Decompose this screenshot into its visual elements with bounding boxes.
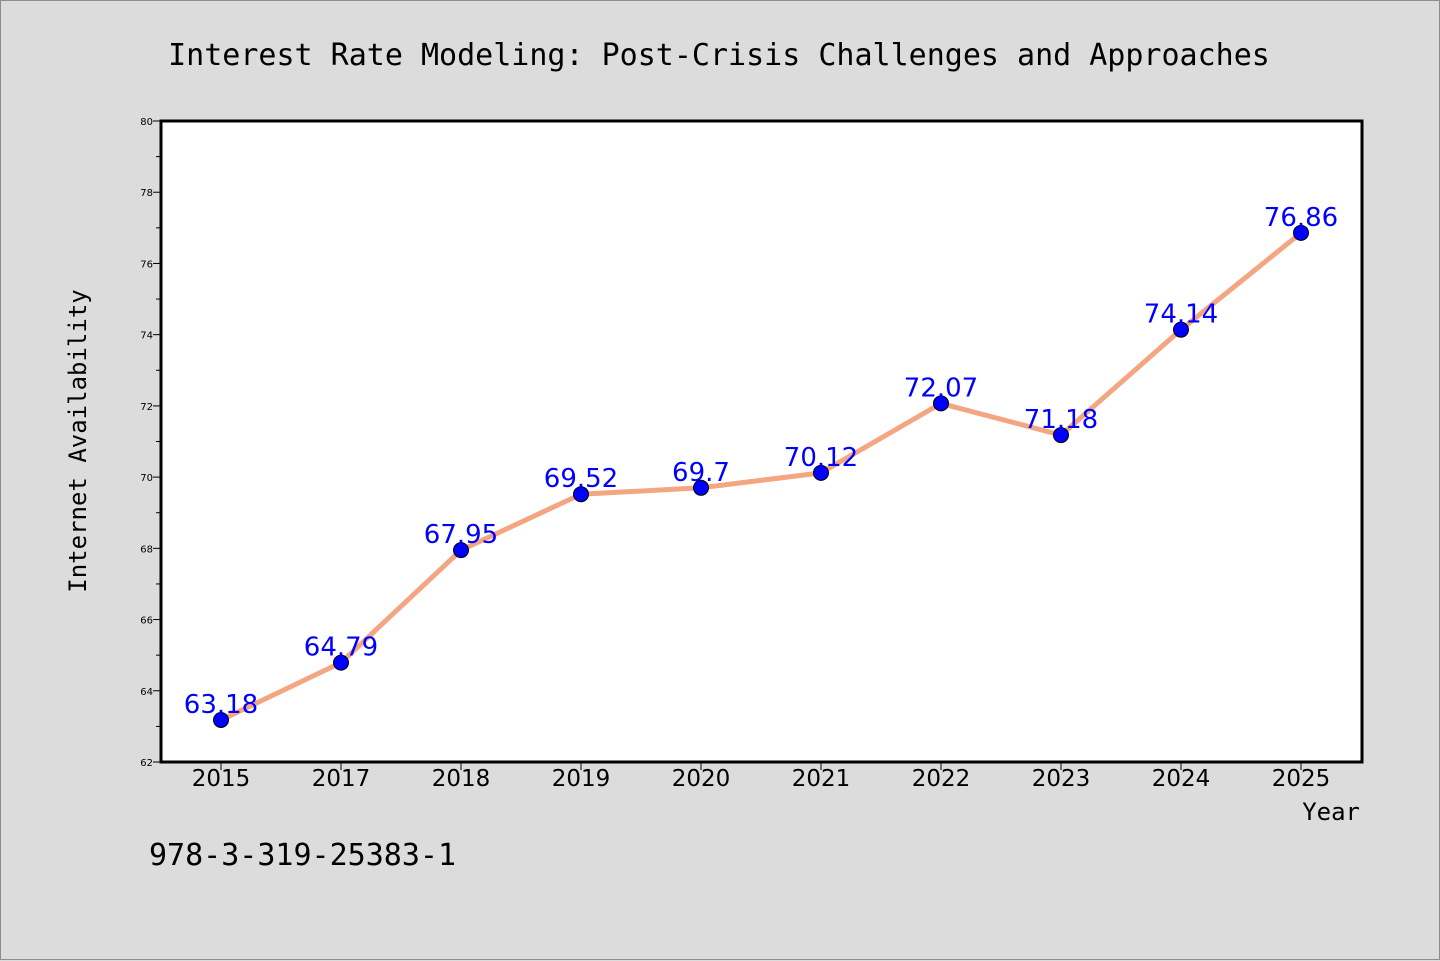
x-tick-label: 2019	[552, 766, 611, 792]
y-tick-label: 72	[140, 402, 153, 413]
y-tick-label: 64	[140, 687, 153, 698]
x-tick-label: 2020	[672, 766, 731, 792]
data-label: 72.07	[904, 373, 978, 403]
data-point	[453, 542, 469, 559]
data-point	[1293, 224, 1309, 241]
y-tick-label: 66	[140, 616, 153, 627]
data-label: 74.14	[1144, 300, 1218, 330]
x-tick-label: 2023	[1032, 766, 1091, 792]
data-point	[213, 711, 229, 728]
x-tick-label: 2018	[432, 766, 491, 792]
data-label: 64.79	[304, 633, 378, 663]
data-point	[693, 479, 709, 496]
data-labels: 63.18 64.79 67.95 69.52 69.7 70.12 72.07 71.18 7…	[184, 203, 1338, 720]
y-tick-label: 62	[140, 758, 153, 769]
x-axis: 2015 2017 2018 2019 2020 2021 2022 2023 2024 2025	[192, 762, 1331, 792]
data-label: 70.12	[784, 443, 858, 473]
x-tick-label: 2022	[912, 766, 971, 792]
isbn-text: 978-3-319-25383-1	[149, 838, 456, 873]
y-axis-label: Internet Availability	[64, 289, 92, 592]
x-tick-label: 2017	[312, 766, 371, 792]
y-tick-label: 80	[140, 117, 153, 128]
y-axis: 62 64 66 68 70 72 74 76 78 80	[140, 117, 161, 769]
x-axis-label: Year	[1302, 798, 1360, 826]
data-label: 63.18	[184, 690, 258, 720]
chart-title: Interest Rate Modeling: Post-Crisis Chal…	[168, 38, 1270, 73]
x-tick-label: 2015	[192, 766, 251, 792]
data-label: 76.86	[1264, 203, 1338, 233]
y-tick-label: 68	[140, 544, 153, 555]
data-point	[573, 486, 589, 503]
data-label: 69.52	[544, 464, 618, 494]
y-tick-label: 76	[140, 259, 153, 270]
data-point	[333, 654, 349, 671]
data-point	[933, 395, 949, 412]
y-tick-label: 78	[140, 188, 153, 199]
data-label: 67.95	[424, 520, 498, 550]
plot-area	[159, 119, 1364, 764]
x-tick-label: 2025	[1272, 766, 1331, 792]
series-line	[219, 230, 1303, 723]
x-tick-label: 2021	[792, 766, 851, 792]
data-point	[813, 464, 829, 481]
data-point	[1053, 427, 1069, 444]
data-label: 69.7	[672, 458, 730, 488]
data-label: 71.18	[1024, 405, 1098, 435]
y-tick-label: 74	[140, 331, 153, 342]
series-internet-availability	[213, 224, 1309, 728]
x-tick-label: 2024	[1152, 766, 1211, 792]
data-point	[1173, 321, 1189, 338]
y-tick-label: 70	[140, 473, 153, 484]
